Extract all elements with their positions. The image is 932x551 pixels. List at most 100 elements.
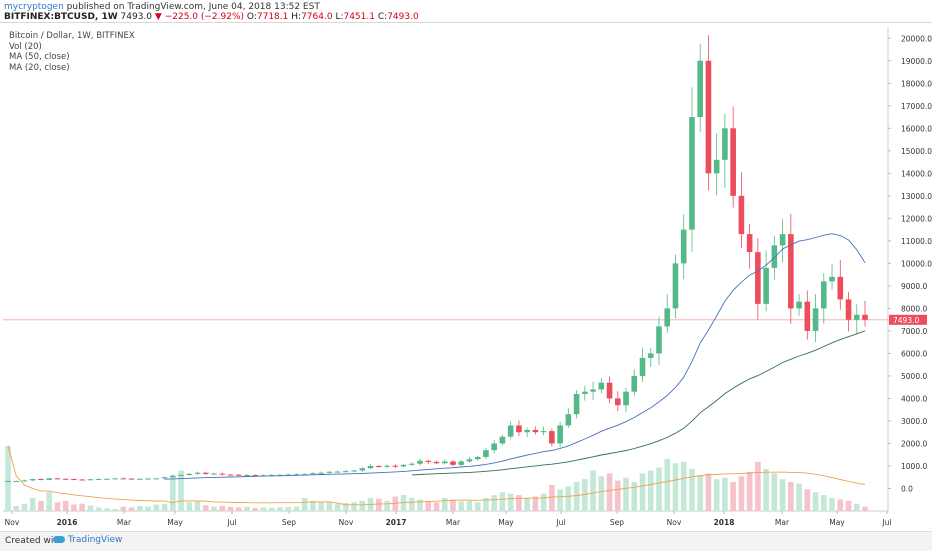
- y-tick-label: 9000.0: [901, 282, 927, 291]
- volume-bar: [244, 506, 250, 511]
- y-tick-label: 5000.0: [901, 372, 927, 381]
- volume-bar: [722, 477, 728, 511]
- candle-body: [367, 465, 374, 469]
- candle-body: [466, 459, 473, 462]
- x-tick-label: May: [498, 518, 514, 527]
- volume-bar: [680, 461, 687, 511]
- price-change: ▼ −225.0 (−2.92%): [154, 12, 245, 22]
- candle-body: [540, 431, 547, 433]
- candle-body: [565, 414, 572, 426]
- candle-body: [672, 263, 679, 309]
- volume-bar: [301, 497, 308, 511]
- candle-body: [334, 471, 341, 473]
- candle-body: [29, 479, 36, 481]
- candle-body: [532, 429, 539, 433]
- ma50-line: [411, 330, 866, 476]
- volume-bar: [557, 489, 563, 511]
- candle-body: [549, 431, 555, 444]
- candle-body: [351, 470, 357, 472]
- author-link[interactable]: mycryptogen: [4, 2, 64, 12]
- candle-body: [491, 443, 497, 451]
- candle-body: [38, 479, 44, 481]
- volume-bar: [62, 500, 69, 511]
- candle-body: [95, 479, 102, 481]
- candle-body: [235, 474, 242, 476]
- volume-bar: [763, 469, 769, 511]
- volume-bar: [227, 506, 234, 511]
- candle-body: [730, 128, 736, 196]
- volume-bar: [408, 497, 415, 511]
- volume-bar: [647, 470, 654, 511]
- candle-body: [606, 382, 613, 399]
- candle-body: [128, 478, 135, 480]
- volume-bar: [359, 500, 366, 511]
- candle-body: [474, 456, 481, 460]
- publish-text: published on TradingView.com, June 04, 2…: [66, 2, 320, 12]
- volume-bar: [598, 476, 605, 511]
- indicator-legend: Bitcoin / Dollar, 1W, BITFINEX Vol (20) …: [9, 31, 135, 73]
- volume-bar: [178, 470, 184, 511]
- candle-body: [713, 159, 720, 174]
- volume-bar: [820, 495, 827, 511]
- candle-body: [194, 472, 201, 474]
- candle-body: [763, 267, 769, 304]
- x-tick-label: Mar: [775, 518, 790, 527]
- candle-body: [244, 474, 250, 476]
- high-value: 7764.0: [301, 12, 333, 22]
- candle-body: [746, 234, 753, 253]
- volume-bar: [326, 502, 333, 511]
- volume-bar: [87, 505, 94, 511]
- candle-body: [458, 461, 465, 465]
- candle-body: [408, 463, 415, 465]
- candle-body: [384, 465, 390, 467]
- x-tick-label: Sep: [610, 518, 624, 527]
- volume-bar: [202, 505, 209, 511]
- y-tick-label: 4000.0: [901, 394, 927, 403]
- y-tick-label: 19000.0: [901, 57, 932, 66]
- x-tick-label: Jul: [226, 518, 236, 527]
- candle-body: [227, 474, 234, 476]
- y-tick-label: 0.0: [901, 484, 913, 493]
- candle-body: [277, 474, 283, 476]
- x-tick-label: 2018: [714, 518, 735, 527]
- volume-bar: [285, 506, 291, 511]
- y-tick-label: 8000.0: [901, 304, 927, 313]
- volume-bar: [29, 497, 36, 511]
- chart-header: mycryptogen published on TradingView.com…: [0, 0, 932, 22]
- last-price-label: 7493.0: [893, 316, 919, 325]
- volume-bar: [837, 499, 844, 511]
- candle-body: [516, 425, 522, 433]
- candle-body: [450, 461, 456, 465]
- volume-bar: [730, 482, 736, 511]
- volume-bar: [120, 506, 127, 511]
- candle-body: [161, 477, 168, 479]
- volume-bar: [689, 469, 695, 511]
- volume-bar: [194, 500, 201, 511]
- volume-bar: [713, 479, 720, 511]
- candle-body: [252, 474, 259, 476]
- volume-bar: [343, 503, 349, 511]
- y-tick-label: 18000.0: [901, 79, 932, 88]
- volume-bar: [376, 498, 382, 511]
- candle-body: [614, 398, 621, 406]
- candle-body: [804, 301, 811, 331]
- volume-bar: [540, 493, 547, 511]
- candle-body: [400, 464, 407, 467]
- y-tick-label: 15000.0: [901, 147, 932, 156]
- candle-body: [178, 474, 184, 476]
- volume-bar: [170, 476, 176, 511]
- tradingview-logo[interactable]: TradingView: [53, 535, 122, 545]
- volume-bar: [137, 505, 143, 511]
- candle-body: [507, 425, 514, 437]
- volume-bar: [582, 479, 588, 511]
- publish-info: mycryptogen published on TradingView.com…: [4, 2, 320, 12]
- volume-bar: [524, 497, 530, 511]
- y-tick-label: 12000.0: [901, 214, 932, 223]
- candle-body: [557, 425, 563, 444]
- candle-body: [137, 478, 143, 480]
- price-chart[interactable]: 0.0 1000.0 2000.0 3000.0 4000.0 5000.0 6000.0 7…: [0, 23, 932, 531]
- chart-area[interactable]: 0.0 1000.0 2000.0 3000.0 4000.0 5000.0 6000.0 7…: [0, 22, 932, 531]
- y-tick-label: 13000.0: [901, 192, 932, 201]
- volume-bar: [614, 480, 621, 511]
- volume-bar: [21, 503, 28, 511]
